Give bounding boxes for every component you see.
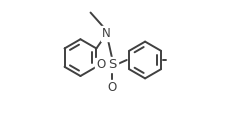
Text: O: O [96,58,105,71]
Text: N: N [102,27,111,40]
Text: O: O [108,81,117,94]
Text: S: S [108,58,117,71]
